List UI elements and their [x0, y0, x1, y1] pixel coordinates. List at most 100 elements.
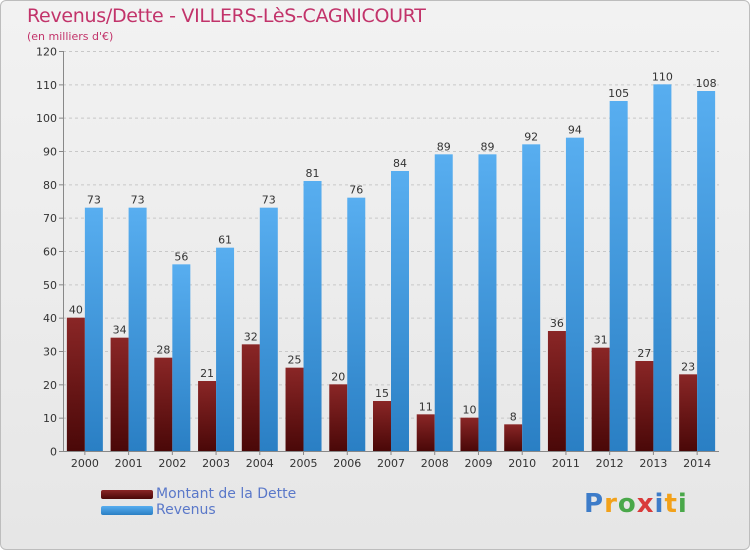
x-tick-label: 2008	[421, 457, 449, 470]
bar-dette	[66, 317, 85, 451]
data-label-revenus: 81	[306, 167, 320, 180]
bar-dette	[110, 337, 129, 451]
x-tick-label: 2006	[333, 457, 361, 470]
data-label-dette: 34	[113, 324, 127, 337]
x-tick-label: 2003	[202, 457, 230, 470]
x-tick-label: 2012	[596, 457, 624, 470]
x-tick-label: 2004	[246, 457, 274, 470]
bar-revenus	[391, 171, 409, 451]
bar-revenus	[303, 181, 322, 451]
data-label-dette: 31	[594, 334, 608, 347]
data-label-dette: 28	[156, 344, 170, 357]
bar-revenus	[653, 84, 672, 451]
chart-subtitle: (en milliers d'€)	[27, 30, 114, 43]
data-label-revenus: 76	[349, 184, 363, 197]
data-label-dette: 23	[681, 360, 695, 373]
chart-title: Revenus/Dette - VILLERS-LèS-CAGNICOURT	[27, 5, 426, 27]
logo-letter: P	[584, 489, 605, 519]
data-label-dette: 10	[462, 404, 476, 417]
data-label-revenus: 84	[393, 157, 407, 170]
data-label-dette: 40	[69, 304, 83, 317]
logo-letter: o	[617, 489, 637, 519]
data-label-dette: 15	[375, 387, 389, 400]
bar-revenus	[347, 197, 366, 451]
y-tick-label: 60	[43, 246, 57, 259]
y-tick-label: 10	[43, 412, 57, 425]
data-label-revenus: 56	[174, 250, 188, 263]
bar-revenus	[522, 144, 541, 452]
bar-dette	[285, 367, 304, 451]
legend-swatch-revenus	[101, 506, 153, 515]
x-tick-label: 2002	[158, 457, 186, 470]
data-label-dette: 11	[419, 400, 433, 413]
legend-label-debt: Montant de la Dette	[156, 486, 297, 502]
x-tick-label: 2010	[508, 457, 536, 470]
data-label-revenus: 89	[480, 140, 494, 153]
bar-revenus	[565, 137, 584, 451]
y-tick-label: 30	[43, 346, 57, 359]
x-tick-label: 2014	[683, 457, 711, 470]
x-tick-label: 2001	[115, 457, 143, 470]
x-tick-label: 2007	[377, 457, 405, 470]
labels: 0 10 20 30 40 50 60 70 80 90 100 110 120 2000 40 73 2001…	[36, 46, 717, 471]
legend-swatch-debt	[101, 490, 153, 499]
data-label-dette: 8	[510, 410, 517, 423]
legend-label-revenus: Revenus	[156, 502, 216, 518]
bar-revenus	[609, 101, 628, 451]
y-tick-label: 90	[43, 146, 57, 159]
y-tick-label: 80	[43, 179, 57, 192]
bar-revenus	[172, 264, 191, 451]
bar-dette	[635, 361, 654, 451]
bar-revenus	[128, 207, 147, 451]
x-tick-label: 2005	[290, 457, 318, 470]
bar-revenus	[259, 207, 278, 451]
data-label-revenus: 94	[568, 124, 582, 137]
data-label-dette: 20	[331, 370, 345, 383]
y-tick-label: 40	[43, 312, 57, 325]
data-label-revenus: 105	[608, 87, 629, 100]
bar-dette	[329, 384, 348, 451]
bar-revenus	[434, 154, 453, 452]
bar-revenus	[84, 207, 103, 451]
bar-dette	[198, 381, 217, 451]
proxiti-logo: Proxiti	[584, 489, 688, 519]
bar-revenus	[697, 91, 716, 451]
data-label-dette: 21	[200, 367, 214, 380]
y-tick-label: 50	[43, 279, 57, 292]
x-tick-label: 2013	[639, 457, 667, 470]
y-tick-label: 70	[43, 212, 57, 225]
bar-dette	[679, 374, 698, 451]
bar-dette	[241, 344, 260, 451]
data-label-revenus: 73	[131, 194, 145, 207]
bar-dette	[154, 357, 173, 451]
bar-dette	[504, 424, 523, 451]
logo-letter: t	[664, 489, 678, 519]
y-tick-label: 110	[36, 79, 57, 92]
data-label-revenus: 73	[262, 194, 276, 207]
y-tick-label: 100	[36, 112, 57, 125]
data-label-revenus: 92	[524, 130, 538, 143]
logo-letter: i	[677, 489, 688, 519]
logo-letter: r	[604, 489, 618, 519]
data-label-dette: 32	[244, 330, 258, 343]
bar-revenus	[216, 247, 235, 451]
data-label-revenus: 89	[437, 140, 451, 153]
x-tick-label: 2011	[552, 457, 580, 470]
data-label-revenus: 61	[218, 234, 232, 247]
logo-letter: i	[654, 489, 665, 519]
data-label-revenus: 110	[652, 70, 673, 83]
bar-dette	[373, 401, 391, 451]
logo-letter: x	[636, 489, 655, 519]
bars	[66, 84, 716, 452]
bar-dette	[416, 414, 435, 451]
data-label-dette: 27	[637, 347, 651, 360]
data-label-revenus: 73	[87, 194, 101, 207]
y-tick-label: 0	[50, 446, 57, 459]
data-label-dette: 25	[288, 354, 302, 367]
bar-dette	[460, 417, 479, 451]
bar-dette	[547, 331, 566, 451]
data-label-revenus: 108	[696, 77, 717, 90]
bar-dette	[591, 347, 610, 451]
